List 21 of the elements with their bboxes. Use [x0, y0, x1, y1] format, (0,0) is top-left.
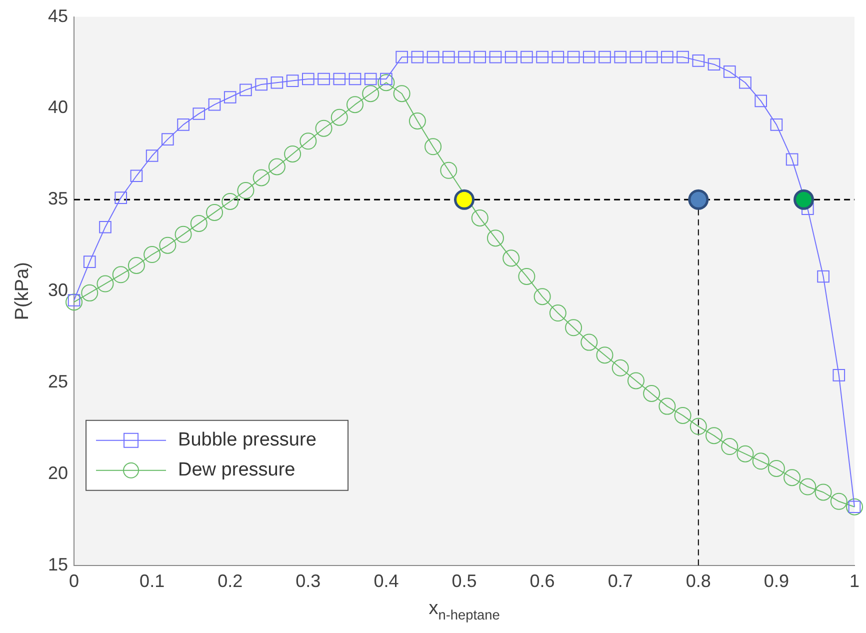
y-tick-label: 30 [48, 280, 68, 300]
y-tick-label: 25 [48, 372, 68, 392]
y-axis-title: P(kPa) [12, 262, 33, 320]
y-tick-label: 40 [48, 97, 68, 118]
x-tick-label: 0.1 [140, 571, 165, 592]
x-tick-label: 0.8 [686, 571, 711, 592]
x-tick-label: 0.4 [374, 571, 399, 592]
y-tick-label: 20 [48, 462, 68, 483]
y-tick-label: 45 [48, 6, 68, 26]
y-tick-label: 35 [48, 188, 68, 209]
y-tick-label: 15 [48, 554, 68, 574]
x-tick-label: 0.7 [608, 571, 633, 592]
x-tick-label: 0 [69, 571, 80, 592]
x-tick-label: 0.3 [296, 571, 321, 592]
legend-label: Dew pressure [178, 460, 296, 481]
x-tick-label: 1 [849, 571, 860, 592]
x-tick-label: 0.5 [452, 571, 477, 592]
legend-label: Bubble pressure [178, 430, 316, 451]
x-tick-label: 0.2 [218, 571, 243, 592]
x-tick-label: 0.6 [530, 571, 555, 592]
x-tick-label: 0.9 [764, 571, 789, 592]
